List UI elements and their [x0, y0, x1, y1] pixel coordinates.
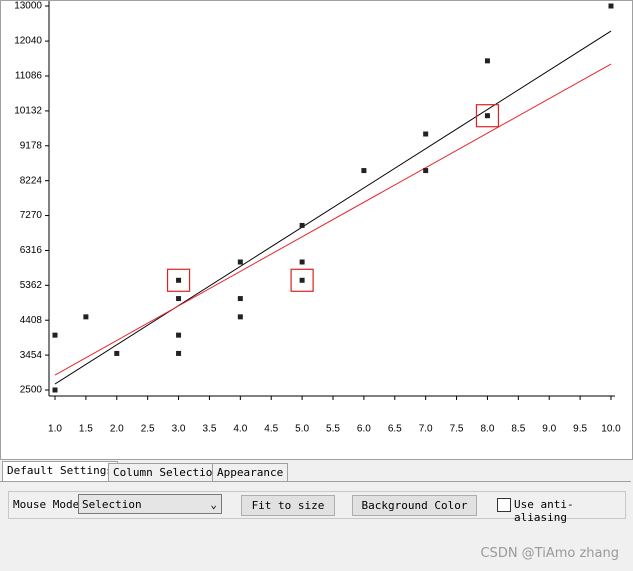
- regression-line: [54, 30, 612, 385]
- point: [608, 3, 614, 9]
- y-tick-label: 6316: [20, 245, 43, 256]
- antialias-label: Use anti-aliasing: [514, 498, 574, 524]
- dropdown-arrow: ⌄: [210, 498, 217, 511]
- x-tick-label: 8.5: [511, 424, 525, 435]
- tab[interactable]: Default Settings: [2, 461, 118, 481]
- x-tick-label: 1.5: [79, 424, 93, 435]
- x-tick-label: 6.5: [388, 424, 402, 435]
- settings-panel: Default Settings Column Selection Appear…: [0, 460, 633, 571]
- point: [361, 168, 367, 174]
- x-tick-label: 7.5: [450, 424, 464, 435]
- scatter-chart: 2500 3454 4408 5362 6316 7270 8224 9178 10132 110…: [0, 0, 633, 460]
- y-tick-label: 11086: [15, 71, 43, 82]
- y-tick-label: 13000: [14, 1, 42, 12]
- y-tick-label: 3454: [20, 350, 43, 361]
- x-tick-label: 6.0: [357, 424, 371, 435]
- point: [423, 168, 429, 174]
- y-tick-label: 2500: [20, 385, 43, 396]
- point: [237, 314, 243, 320]
- x-tick-label: 4.5: [264, 424, 278, 435]
- y-tick-label: 5362: [20, 280, 43, 291]
- point: [52, 387, 58, 393]
- point: [176, 277, 182, 283]
- point: [237, 296, 243, 302]
- x-tick-label: 3.0: [172, 424, 186, 435]
- controls-row: Mouse Mode Selection ⌄ Fit to size Backgr…: [8, 491, 626, 524]
- x-tick-label: 2.0: [110, 424, 124, 435]
- selection-box: [290, 268, 314, 292]
- y-tick-label: 4408: [20, 315, 43, 326]
- point: [114, 350, 120, 356]
- y-tick-label: 10132: [14, 106, 42, 117]
- x-tick-label: 1.0: [48, 424, 62, 435]
- x-tick-label: 5.5: [326, 424, 340, 435]
- fit-button[interactable]: Fit to size: [241, 495, 335, 516]
- point: [299, 277, 305, 283]
- point: [237, 259, 243, 265]
- tab[interactable]: Column Selection: [108, 463, 224, 481]
- mouse-mode-label: Mouse Mode: [13, 498, 80, 511]
- x-tick-label: 4.0: [233, 424, 247, 435]
- watermark: CSDN @TiAmo zhang: [480, 546, 619, 561]
- selection-box: [475, 104, 500, 128]
- point: [176, 332, 182, 338]
- y-tick-label: 8224: [20, 175, 43, 186]
- y-tick-label: 9178: [20, 140, 43, 151]
- x-tick-label: 9.0: [542, 424, 556, 435]
- point: [484, 113, 490, 119]
- selection-box: [166, 268, 191, 292]
- point: [299, 222, 305, 228]
- tab-body: Mouse Mode Selection ⌄ Fit to size Backgr…: [0, 481, 631, 570]
- point: [52, 332, 58, 338]
- y-tick-label: 12040: [14, 36, 42, 47]
- regression-line: [54, 63, 612, 376]
- mouse-mode-select[interactable]: Selection ⌄: [78, 494, 222, 514]
- x-tick-label: 7.0: [419, 424, 433, 435]
- x-tick-label: 10.0: [601, 424, 621, 435]
- point: [176, 350, 182, 356]
- point: [484, 58, 490, 64]
- antialias-checkbox[interactable]: [497, 498, 511, 512]
- select-value: Selection: [82, 498, 142, 511]
- point: [423, 131, 429, 137]
- tab[interactable]: Appearance: [212, 463, 289, 481]
- point: [299, 259, 305, 265]
- background-button[interactable]: Background Color: [352, 495, 477, 516]
- x-tick-label: 8.0: [480, 424, 494, 435]
- point: [83, 314, 89, 320]
- x-tick-label: 9.5: [573, 424, 587, 435]
- y-tick-label: 7270: [20, 210, 43, 221]
- point: [176, 296, 182, 302]
- x-tick-label: 3.5: [202, 424, 216, 435]
- x-tick-label: 2.5: [141, 424, 155, 435]
- x-tick-label: 5.0: [295, 424, 309, 435]
